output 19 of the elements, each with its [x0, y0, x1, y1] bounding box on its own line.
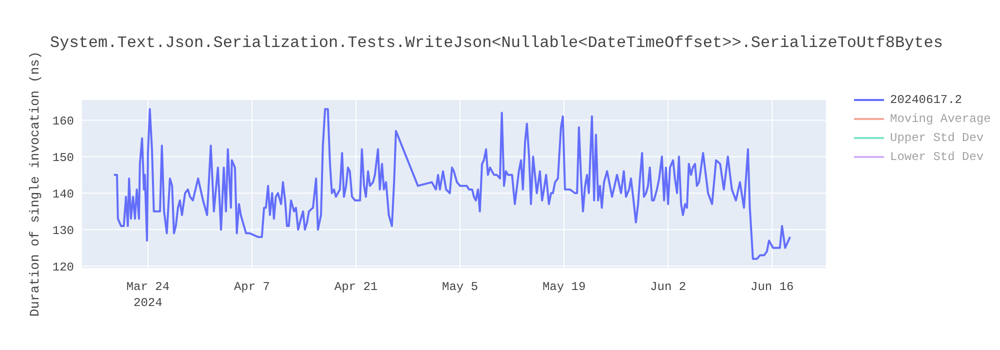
legend-label: Lower Std Dev	[890, 150, 984, 164]
legend-label: Upper Std Dev	[890, 130, 984, 144]
y-axis-title: Duration of single invocation (ns)	[28, 51, 42, 317]
chart-title: System.Text.Json.Serialization.Tests.WriteJson<Nullable<DateTimeOffset>>.SerializeToUtf8Bytes	[50, 34, 943, 52]
x-tick-label: Apr 21	[334, 280, 378, 294]
x-tick-label: Apr 7	[234, 280, 270, 294]
y-tick-label: 130	[52, 224, 74, 238]
y-tick-label: 140	[52, 187, 74, 202]
legend-label: 20240617.2	[890, 92, 962, 106]
legend-label: Moving Average	[890, 112, 991, 126]
x-tick-label: Jun 16	[750, 280, 794, 294]
line-series	[112, 108, 792, 260]
y-tick-label: 120	[52, 260, 74, 274]
x-tick-label: May 19	[542, 280, 586, 294]
x-tick-label: Mar 24 2024	[126, 280, 170, 310]
x-tick-label: Jun 2	[650, 280, 686, 294]
y-tick-label: 150	[52, 150, 74, 165]
x-tick-label: May 5	[442, 280, 478, 294]
y-tick-label: 160	[52, 114, 74, 128]
